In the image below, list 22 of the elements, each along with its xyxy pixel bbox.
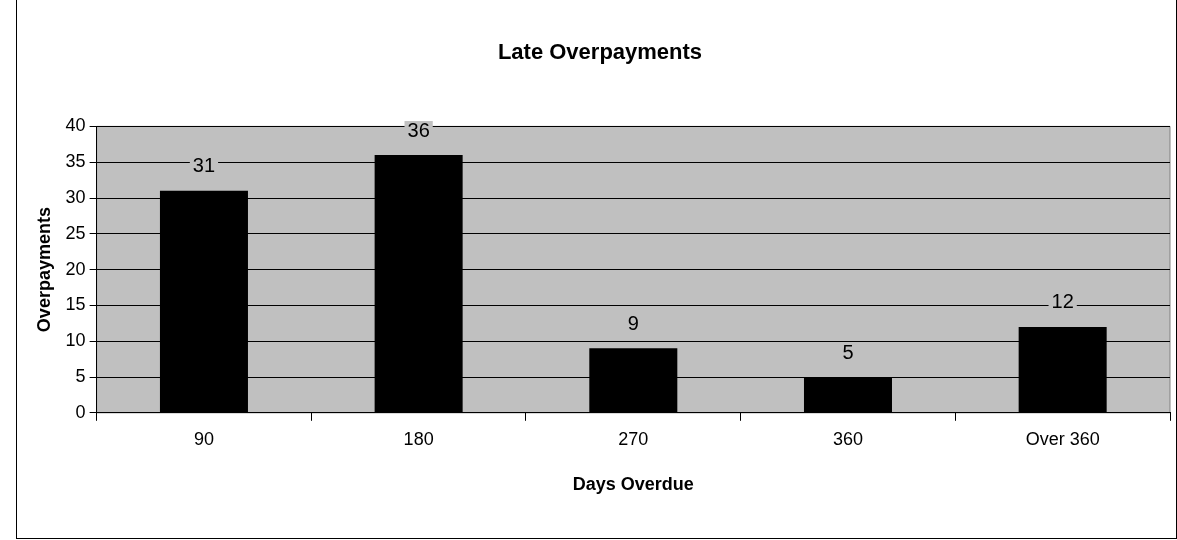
- x-tick-label: 180: [403, 428, 434, 449]
- y-tick-label: 25: [65, 222, 86, 243]
- y-tick-label: 0: [75, 401, 86, 422]
- x-axis-title: Days Overdue: [572, 474, 694, 495]
- y-tick-label: 10: [65, 330, 86, 351]
- chart-title: Late Overpayments: [497, 39, 703, 65]
- x-tick-label: 270: [618, 428, 649, 449]
- y-tick-label: 20: [65, 258, 86, 279]
- y-tick-label: 30: [65, 186, 86, 207]
- x-tick-label: Over 360: [1025, 428, 1100, 449]
- data-label: 31: [192, 154, 216, 177]
- data-label: 9: [627, 311, 639, 334]
- y-tick-label: 15: [65, 294, 86, 315]
- data-label: 36: [407, 118, 430, 141]
- y-tick-label: 35: [65, 151, 86, 172]
- y-tick-label: 40: [65, 115, 86, 136]
- data-label: 12: [1051, 290, 1074, 313]
- x-tick-label: 90: [193, 428, 214, 449]
- y-tick-label: 5: [75, 365, 86, 386]
- x-tick-label: 360: [832, 428, 864, 449]
- data-label: 5: [842, 340, 854, 363]
- y-axis-title: Overpayments: [33, 207, 54, 333]
